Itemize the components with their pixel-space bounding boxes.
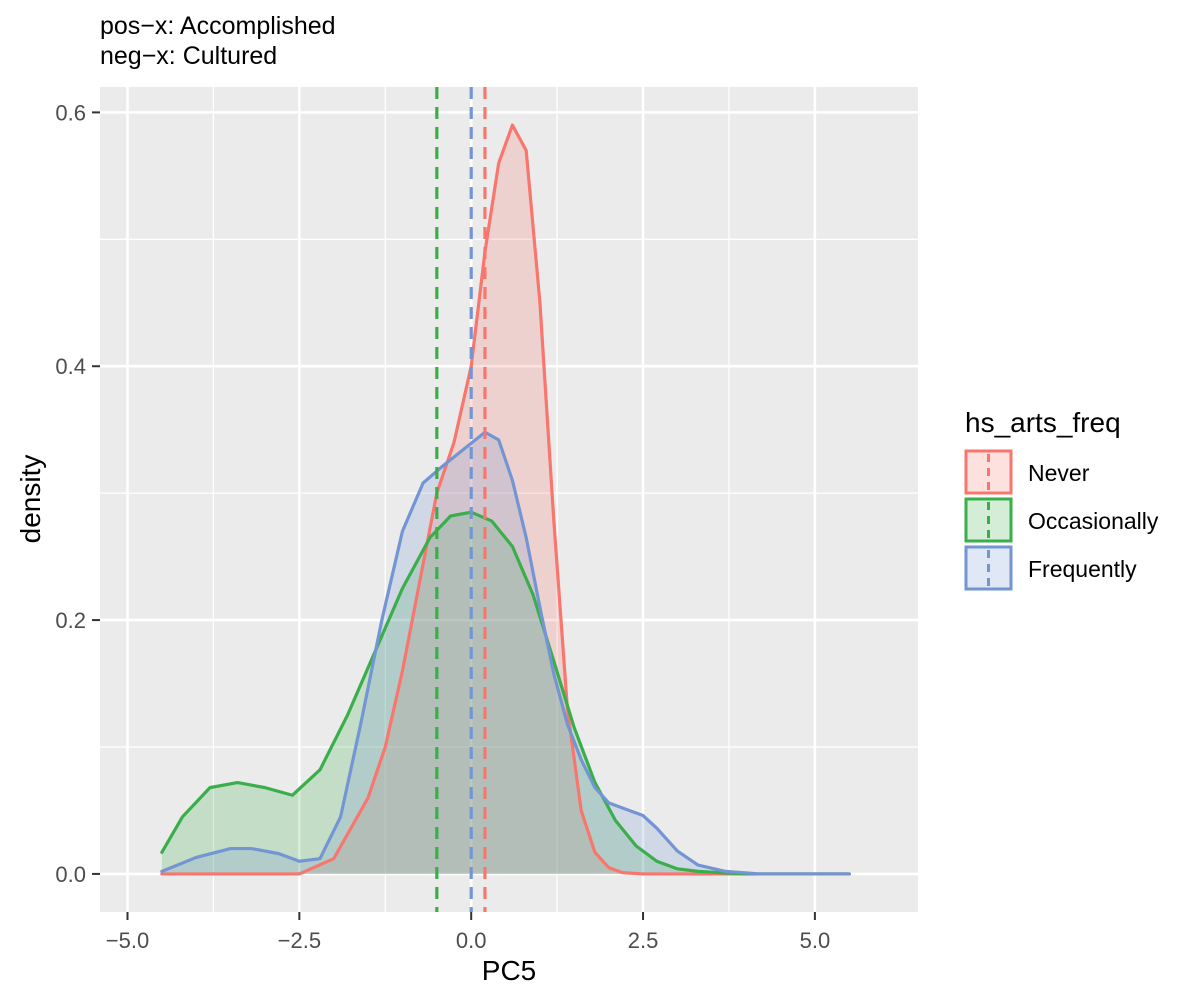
x-tick-label: −5.0	[106, 928, 149, 953]
y-tick-label: 0.2	[55, 608, 86, 633]
y-tick-label: 0.0	[55, 862, 86, 887]
y-tick-label: 0.4	[55, 354, 86, 379]
axes: −5.0 −2.5 0.0 2.5 5.0 0.0 0.2 0.4 0.6	[55, 100, 830, 953]
title-line-pos-x: pos−x: Accomplished	[100, 12, 336, 40]
density-line-frequently	[160, 430, 851, 876]
title-line-neg-x: neg−x: Cultured	[100, 42, 277, 70]
x-tick-label: 0.0	[456, 928, 487, 953]
y-axis-title: density	[15, 455, 46, 544]
density-line-occasionally	[160, 510, 851, 876]
x-tick-label: 2.5	[628, 928, 659, 953]
legend-label-never: Never	[1028, 460, 1090, 486]
legend-label-frequently: Frequently	[1028, 556, 1137, 582]
density-area-occasionally	[161, 512, 850, 874]
legend-title: hs_arts_freq	[965, 407, 1121, 438]
density-lines	[160, 123, 851, 876]
x-tick-label: 5.0	[800, 928, 831, 953]
density-line-never	[160, 123, 851, 876]
legend: hs_arts_freq Never Occasionally Frequently	[964, 407, 1159, 591]
x-tick-label: −2.5	[278, 928, 321, 953]
legend-label-occasionally: Occasionally	[1028, 508, 1159, 534]
x-axis-title: PC5	[482, 955, 536, 986]
plot-panel	[100, 87, 918, 912]
density-area-frequently	[161, 432, 850, 874]
mean-lines	[435, 87, 487, 912]
density-areas	[161, 125, 850, 874]
chart-title: pos−x: Accomplished neg−x: Cultured	[100, 12, 336, 70]
density-area-never	[161, 125, 850, 874]
y-tick-label: 0.6	[55, 100, 86, 125]
